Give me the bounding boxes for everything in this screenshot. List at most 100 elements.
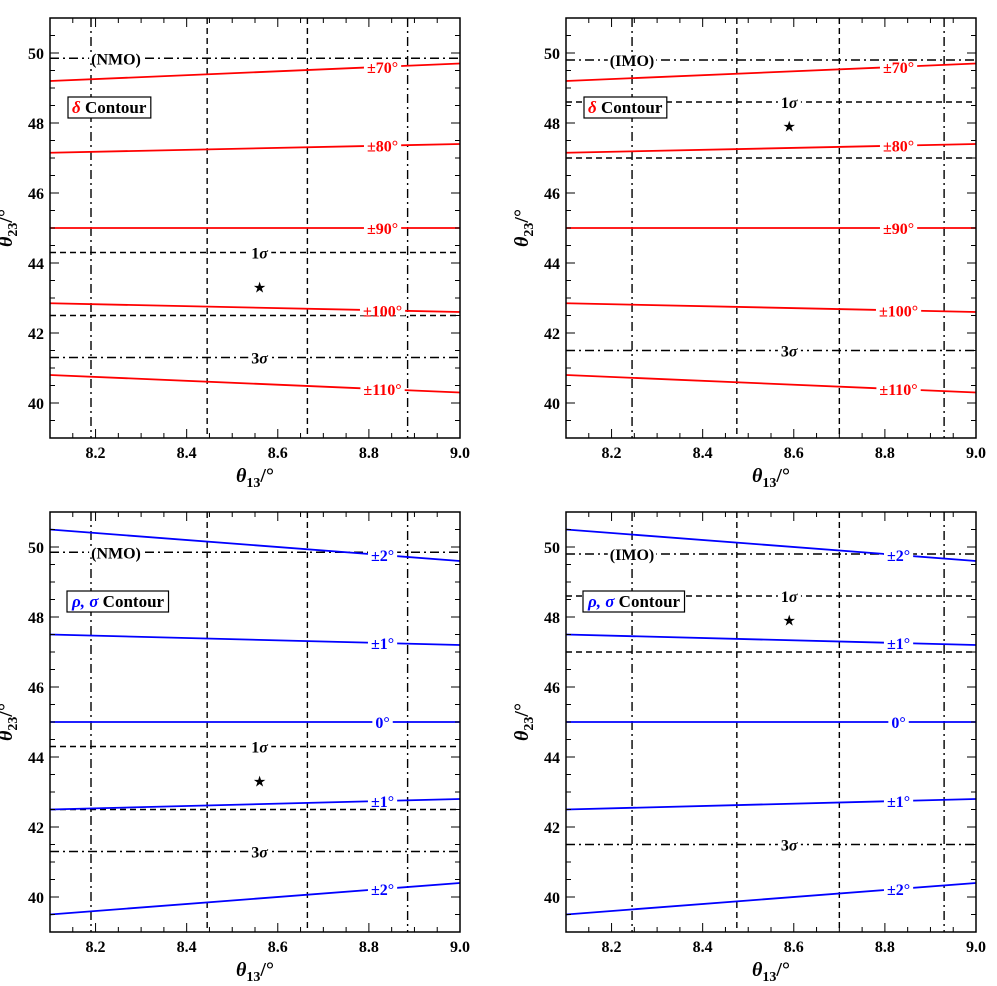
best-fit-star-icon: ★ [253, 775, 266, 791]
contour-label-bg-4 [360, 384, 405, 395]
x-tick-label: 8.2 [86, 445, 106, 462]
contour-label-bg-0 [363, 61, 402, 72]
y-tick-label: 44 [28, 256, 44, 273]
contour-label-3: ±100° [879, 303, 918, 320]
sigma-label-bg-1 [248, 846, 272, 857]
contour-box-label: δ Contour [588, 98, 663, 117]
contour-label-bg-1 [367, 638, 398, 649]
x-axis-label: θ13/° [236, 465, 274, 491]
ordering-label-bg [89, 53, 143, 64]
x-tick-label: 8.4 [693, 445, 713, 462]
contour-label-2: 0° [891, 715, 905, 732]
y-tick-label: 40 [28, 890, 44, 907]
contour-line-3 [50, 798, 460, 811]
y-tick-label: 44 [544, 750, 560, 767]
contour-label-1: ±80° [367, 139, 398, 156]
y-tick-label: 50 [544, 46, 560, 63]
contour-label-0: ±2° [371, 548, 394, 565]
contour-label-3: ±1° [371, 794, 394, 811]
sigma-label-bg-1 [777, 839, 801, 850]
contour-label-bg-2 [372, 717, 393, 727]
x-tick-label: 8.6 [268, 939, 288, 956]
x-tick-label: 8.6 [784, 445, 804, 462]
contour-label-bg-1 [883, 638, 914, 649]
y-tick-label: 42 [544, 820, 560, 837]
y-tick-label: 50 [28, 540, 44, 557]
y-tick-label: 50 [544, 540, 560, 557]
y-tick-label: 42 [28, 326, 44, 343]
contour-label-1: ±80° [883, 139, 914, 156]
contour-label-bg-0 [883, 550, 914, 561]
contour-label-bg-3 [883, 795, 914, 806]
ordering-label: (NMO) [91, 545, 141, 562]
x-tick-label: 9.0 [966, 445, 986, 462]
contour-label-4: ±110° [363, 382, 401, 399]
y-tick-label: 46 [28, 186, 44, 203]
contour-label-1: ±1° [371, 636, 394, 653]
x-tick-label: 9.0 [450, 939, 470, 956]
contour-box [67, 96, 152, 119]
contour-label-bg-4 [367, 883, 398, 894]
panel-top-left: ±70° ±80° ±90° ±100° ±110° 1σ 3σ ★ (NMO) δ Contou… [0, 17, 470, 491]
contour-line-4 [50, 882, 460, 916]
contour-label-2: ±90° [367, 221, 398, 238]
sigma-label-1: 3σ [251, 845, 268, 862]
y-tick-label: 40 [28, 396, 44, 413]
contour-box [583, 96, 668, 119]
sigma-label-1: 3σ [781, 344, 798, 361]
ordering-label: (NMO) [91, 51, 141, 68]
sigma-label-bg-1 [777, 345, 801, 356]
contour-line-3 [566, 798, 976, 811]
y-tick-label: 48 [544, 610, 560, 627]
contour-label-bg-1 [363, 140, 402, 151]
sigma-label-0: 1σ [781, 589, 798, 606]
contour-label-bg-2 [363, 223, 402, 233]
y-axis-label: θ23/° [0, 209, 21, 247]
y-tick-label: 40 [544, 396, 560, 413]
y-axis-label: θ23/° [511, 209, 537, 247]
contour-label-1: ±1° [887, 636, 910, 653]
panel-top-right: ±70° ±80° ±90° ±100° ±110° 1σ 3σ ★ (IMO) δ Contou… [511, 17, 986, 491]
x-tick-label: 8.6 [268, 445, 288, 462]
y-tick-label: 42 [544, 326, 560, 343]
sigma-label-0: 1σ [251, 740, 268, 757]
ordering-label: (IMO) [610, 547, 654, 564]
contour-label-bg-0 [879, 61, 918, 72]
plot-area [50, 512, 460, 932]
sigma-label-0: 1σ [251, 246, 268, 263]
best-fit-star-icon: ★ [253, 281, 266, 297]
contour-box-label: ρ, σ Contour [587, 592, 681, 611]
contour-label-2: ±90° [883, 221, 914, 238]
contour-label-bg-4 [883, 883, 914, 894]
contour-label-4: ±2° [887, 882, 910, 899]
x-axis-label: θ13/° [752, 465, 790, 491]
contour-label-bg-4 [876, 384, 921, 395]
y-axis-label: θ23/° [0, 703, 21, 741]
x-tick-label: 9.0 [966, 939, 986, 956]
x-tick-label: 8.8 [875, 445, 895, 462]
contour-box [66, 590, 170, 613]
x-tick-label: 8.2 [602, 939, 622, 956]
contour-label-0: ±70° [883, 60, 914, 77]
y-tick-label: 48 [28, 610, 44, 627]
best-fit-star-icon: ★ [782, 614, 795, 630]
contour-label-bg-3 [875, 305, 922, 316]
y-tick-label: 50 [28, 46, 44, 63]
sigma-label-bg-0 [777, 591, 801, 601]
x-axis-label: θ13/° [752, 959, 790, 985]
contour-line-1 [566, 633, 976, 646]
sigma-label-bg-0 [248, 741, 272, 752]
x-tick-label: 8.6 [784, 939, 804, 956]
x-tick-label: 8.8 [359, 939, 379, 956]
y-tick-label: 48 [544, 116, 560, 133]
x-tick-label: 8.8 [359, 445, 379, 462]
panel-bottom-right: ±2° ±1° 0° ±1° ±2° 1σ 3σ ★ (IMO) ρ, σ Contour 8.2 8… [511, 511, 986, 985]
contour-line-4 [566, 882, 976, 916]
best-fit-star-icon: ★ [782, 120, 795, 136]
contour-label-3: ±1° [887, 794, 910, 811]
contour-label-bg-0 [367, 550, 398, 561]
ordering-label: (IMO) [610, 53, 654, 70]
sigma-label-0: 1σ [781, 95, 798, 112]
contour-label-bg-3 [359, 305, 406, 316]
